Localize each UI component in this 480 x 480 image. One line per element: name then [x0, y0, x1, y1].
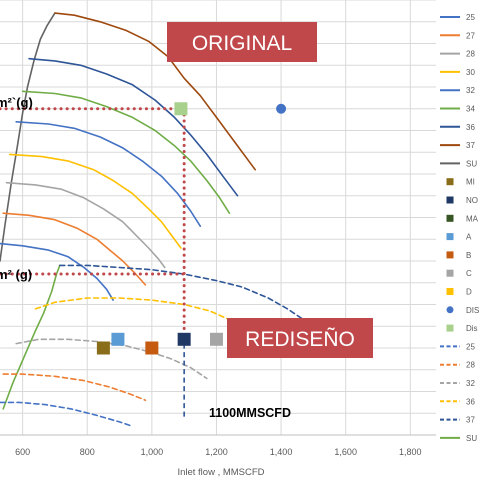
series-line: [28, 57, 239, 197]
legend-label: B: [466, 251, 471, 260]
x-axis-title: Inlet flow , MMSCFD: [177, 467, 264, 478]
legend-label: Dis: [466, 324, 478, 333]
marker-a: [111, 332, 125, 346]
series-line: [15, 121, 202, 227]
legend-label: 25: [466, 13, 475, 22]
legend-label: 30: [466, 68, 475, 77]
legend-label: SU: [466, 434, 477, 443]
legend-item: C: [446, 269, 472, 278]
x-tick-label: 1,200: [205, 447, 228, 457]
original-banner-text: ORIGINAL: [192, 32, 292, 55]
legend-label: 37: [466, 141, 475, 150]
legend-item: B: [446, 251, 471, 260]
series-line: [0, 242, 114, 301]
series-line: [21, 90, 231, 214]
marker-mi: [96, 341, 110, 355]
legend-item: 25: [440, 13, 475, 22]
legend-swatch: [446, 178, 454, 186]
legend-swatch: [446, 251, 454, 259]
series-line: [2, 264, 61, 410]
legend-item: DIS: [446, 306, 479, 315]
marker-b: [145, 341, 159, 355]
x-tick-label: 1,800: [399, 447, 422, 457]
chart-series: [0, 12, 344, 428]
upper-value-label: m²`(g): [0, 95, 33, 110]
lower-value-label: m² (g): [0, 267, 32, 282]
series-line: [8, 153, 182, 249]
legend-swatch: [446, 306, 454, 314]
legend-item: 25: [440, 342, 475, 351]
legend-item: 32: [440, 86, 475, 95]
legend-swatch: [446, 196, 454, 204]
flow-marker-label: 1100MMSCFD: [209, 406, 291, 420]
x-tick-label: 600: [15, 447, 30, 457]
legend-item: MI: [446, 178, 475, 187]
legend-label: 28: [466, 361, 475, 370]
x-tick-label: 1,000: [141, 447, 164, 457]
redesign-banner: [227, 318, 373, 358]
dashed-series-line: [0, 401, 134, 428]
x-tick-label: 800: [80, 447, 95, 457]
legend-label: 32: [466, 86, 475, 95]
legend-label: NO: [466, 196, 478, 205]
legend-item: 27: [440, 31, 475, 40]
legend-item: NO: [446, 196, 478, 205]
marker-no: [177, 332, 191, 346]
legend-label: 34: [466, 105, 475, 114]
dashed-series-line: [58, 264, 344, 354]
legend-item: 36: [440, 397, 475, 406]
legend-label: 32: [466, 379, 475, 388]
legend-item: 30: [440, 68, 475, 77]
legend-item: 34: [440, 105, 475, 114]
chart-markers: [96, 102, 288, 355]
series-line: [5, 181, 166, 269]
legend-item: SU: [440, 434, 477, 443]
x-tick-label: 1,600: [334, 447, 357, 457]
legend-label: 27: [466, 31, 475, 40]
original-banner: [167, 22, 317, 62]
x-tick-label: 1,400: [270, 447, 293, 457]
legend-item: A: [446, 233, 472, 242]
legend-item: 28: [440, 50, 475, 59]
legend-item: 32: [440, 379, 475, 388]
legend-label: A: [466, 233, 472, 242]
legend-swatch: [446, 288, 454, 295]
marker-c: [209, 332, 223, 346]
chart-gridlines: [0, 0, 450, 436]
legend-label: SU: [466, 159, 477, 168]
legend-label: 36: [466, 397, 475, 406]
legend-item: 37: [440, 416, 475, 425]
legend-swatch: [446, 233, 454, 241]
legend-item: 37: [440, 141, 475, 150]
legend-label: DIS: [466, 306, 479, 315]
legend-background: [436, 0, 480, 480]
legend-swatch: [446, 214, 454, 222]
legend-item: 36: [440, 123, 475, 132]
legend-swatch: [446, 269, 454, 277]
reference-lines: [0, 107, 186, 418]
legend-label: C: [466, 269, 472, 278]
series-line: [2, 212, 147, 286]
legend-label: D: [466, 288, 472, 297]
legend-item: Dis: [446, 324, 478, 333]
chart-axes: 600 800 1,000 1,200 1,400 1,600 1,800: [0, 434, 450, 457]
legend: 25 27 28 30 32 34 36 37 SU MI NO MA ABC D DIS Dis 25 28 32…: [436, 0, 480, 480]
legend-item: D: [446, 288, 472, 297]
marker-dis: [276, 103, 287, 114]
legend-label: 28: [466, 50, 475, 59]
legend-label: MA: [466, 214, 479, 223]
legend-label: 37: [466, 416, 475, 425]
legend-label: 36: [466, 123, 475, 132]
legend-label: MI: [466, 178, 475, 187]
marker-dis: [174, 102, 188, 116]
legend-item: SU: [440, 159, 477, 168]
legend-item: 28: [440, 361, 475, 370]
dashed-series-line: [2, 373, 147, 402]
series-line: [0, 12, 56, 262]
redesign-banner-text: REDISEÑO: [245, 327, 355, 351]
legend-item: MA: [446, 214, 479, 223]
legend-swatch: [446, 324, 454, 332]
legend-label: 25: [466, 342, 475, 351]
